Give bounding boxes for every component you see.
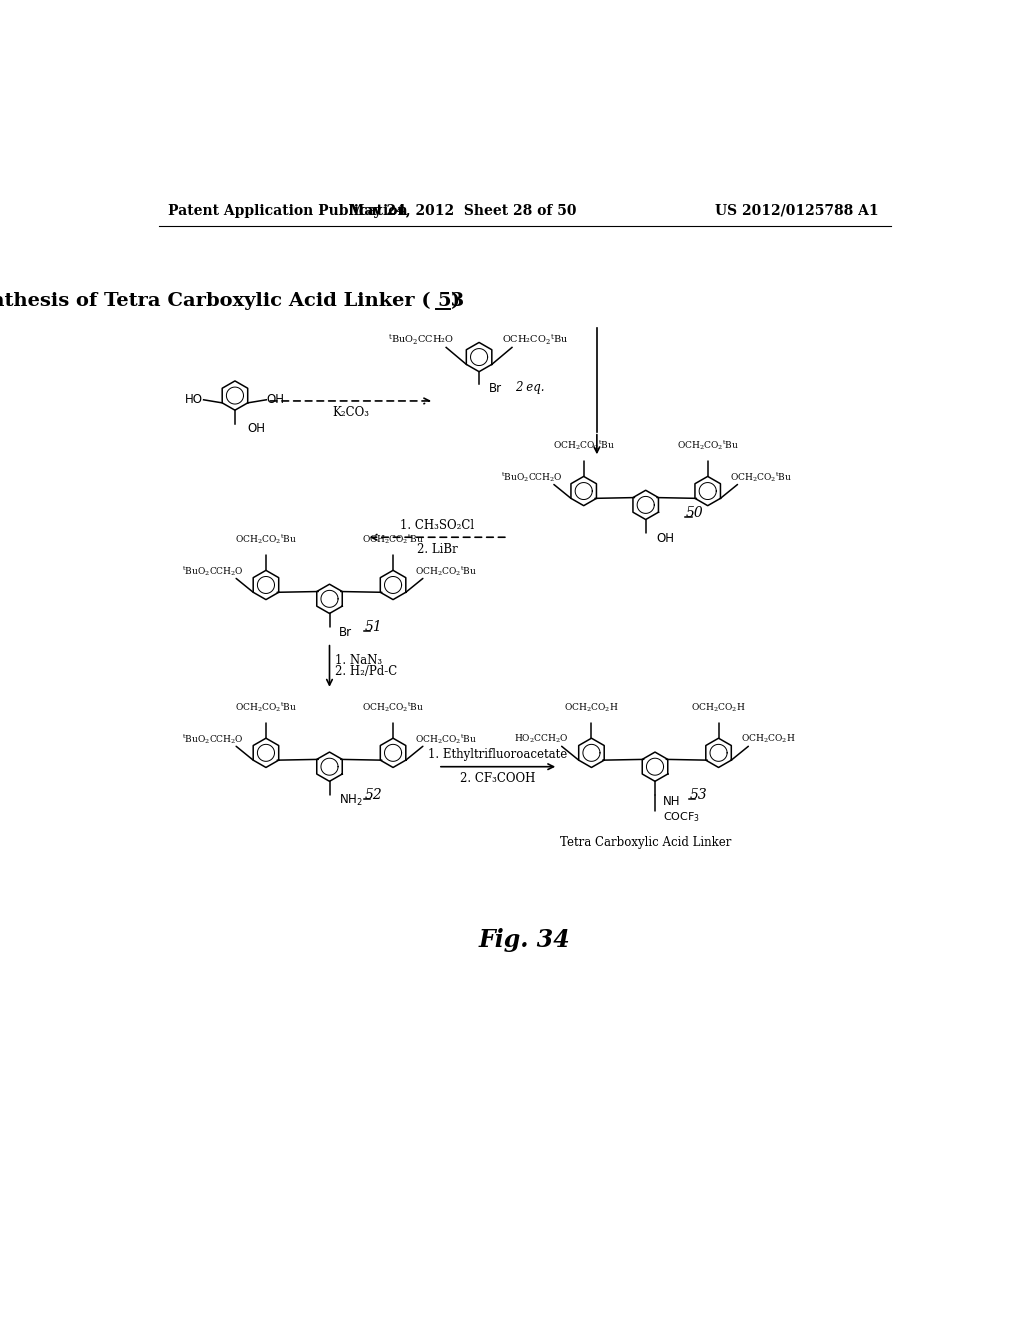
Text: $\mathregular{NH_2}$: $\mathregular{NH_2}$ [339, 793, 362, 808]
Text: $\mathregular{OCH_2CO_2{}^tBu}$: $\mathregular{OCH_2CO_2{}^tBu}$ [415, 731, 477, 746]
Text: 50: 50 [686, 506, 703, 520]
Text: $\mathregular{OCH_2CO_2{}^tBu}$: $\mathregular{OCH_2CO_2{}^tBu}$ [362, 700, 424, 714]
Text: 2. H₂/Pd-C: 2. H₂/Pd-C [335, 665, 397, 678]
Text: 53: 53 [437, 292, 465, 310]
Text: $\mathregular{OCH_2CO_2{}^tBu}$: $\mathregular{OCH_2CO_2{}^tBu}$ [677, 438, 738, 451]
Text: $\mathregular{OCH_2CO_2H}$: $\mathregular{OCH_2CO_2H}$ [691, 701, 745, 714]
Text: NH: NH [663, 795, 680, 808]
Text: OH: OH [248, 422, 265, 436]
Text: HO: HO [185, 392, 204, 405]
Text: 2 eq.: 2 eq. [515, 380, 544, 393]
Text: 1. NaN₃: 1. NaN₃ [335, 655, 382, 668]
Text: Tetra Carboxylic Acid Linker: Tetra Carboxylic Acid Linker [560, 837, 731, 850]
Text: $\mathregular{OCH_2CO_2H}$: $\mathregular{OCH_2CO_2H}$ [564, 701, 618, 714]
Text: $\mathregular{^tBuO_2CCH_2O}$: $\mathregular{^tBuO_2CCH_2O}$ [182, 564, 244, 578]
Text: $\mathregular{^tBuO_2CCH_2O}$: $\mathregular{^tBuO_2CCH_2O}$ [502, 470, 563, 483]
Text: 52: 52 [365, 788, 382, 803]
Text: $\mathregular{OCH_2CO_2{}^tBu}$: $\mathregular{OCH_2CO_2{}^tBu}$ [730, 470, 792, 483]
Text: Fig. 34: Fig. 34 [479, 928, 570, 952]
Text: 53: 53 [690, 788, 708, 803]
Text: Synthesis of Tetra Carboxylic Acid Linker (: Synthesis of Tetra Carboxylic Acid Linke… [0, 292, 430, 310]
Text: $\mathregular{^tBuO_2CCH_2O}$: $\mathregular{^tBuO_2CCH_2O}$ [182, 731, 244, 746]
Text: $\mathregular{OCH_2CO_2{}^tBu}$: $\mathregular{OCH_2CO_2{}^tBu}$ [362, 532, 424, 545]
Text: 1. Ethyltrifluoroacetate: 1. Ethyltrifluoroacetate [428, 748, 567, 762]
Text: ): ) [451, 292, 460, 310]
Text: OH: OH [266, 392, 285, 405]
Text: 1. CH₃SO₂Cl: 1. CH₃SO₂Cl [400, 519, 474, 532]
Text: 2. CF₃COOH: 2. CF₃COOH [461, 772, 536, 785]
Text: $\mathregular{^tBuO_2C}$CH₂O: $\mathregular{^tBuO_2C}$CH₂O [388, 333, 455, 347]
Text: Br: Br [488, 381, 502, 395]
Text: $\mathregular{OCH_2CO_2{}^tBu}$: $\mathregular{OCH_2CO_2{}^tBu}$ [553, 438, 614, 451]
Text: $\mathregular{COCF_3}$: $\mathregular{COCF_3}$ [663, 810, 699, 824]
Text: $\mathregular{OCH_2CO_2{}^tBu}$: $\mathregular{OCH_2CO_2{}^tBu}$ [415, 564, 477, 578]
Text: $\mathregular{OCH_2CO_2H}$: $\mathregular{OCH_2CO_2H}$ [741, 733, 796, 744]
Text: OH: OH [656, 532, 675, 545]
Text: 2. LiBr: 2. LiBr [417, 543, 458, 556]
Text: Patent Application Publication: Patent Application Publication [168, 203, 408, 218]
Text: $\mathregular{OCH_2CO_2{}^tBu}$: $\mathregular{OCH_2CO_2{}^tBu}$ [234, 532, 297, 545]
Text: $\mathregular{OCH_2CO_2{}^tBu}$: $\mathregular{OCH_2CO_2{}^tBu}$ [234, 700, 297, 714]
Text: K₂CO₃: K₂CO₃ [333, 407, 370, 420]
Text: $\mathregular{HO_2CCH_2O}$: $\mathregular{HO_2CCH_2O}$ [514, 733, 568, 744]
Text: May 24, 2012  Sheet 28 of 50: May 24, 2012 Sheet 28 of 50 [349, 203, 577, 218]
Text: US 2012/0125788 A1: US 2012/0125788 A1 [715, 203, 879, 218]
Text: Br: Br [339, 626, 352, 639]
Text: 51: 51 [365, 620, 382, 635]
Text: OCH₂$\mathregular{CO_2{}^tBu}$: OCH₂$\mathregular{CO_2{}^tBu}$ [502, 333, 568, 347]
